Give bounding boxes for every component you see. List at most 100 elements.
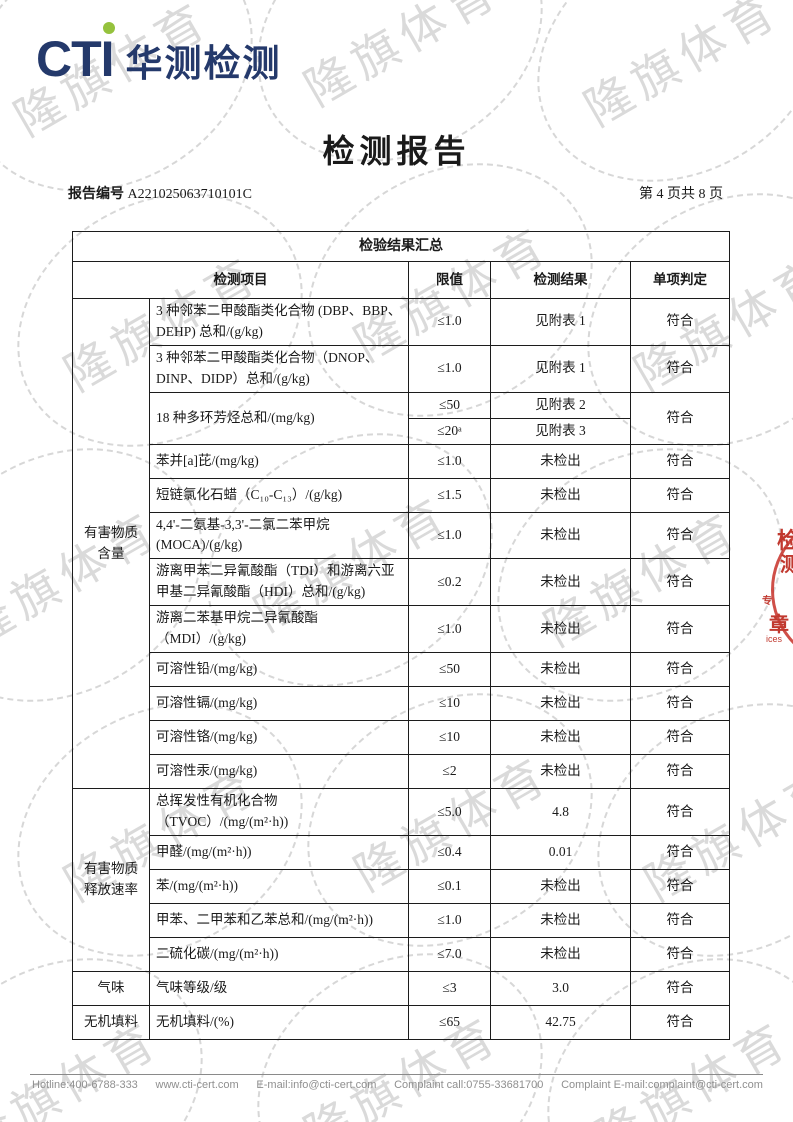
limit-cell: ≤0.4 (408, 834, 491, 870)
category-cell: 气味 (72, 970, 150, 1006)
table-row: ≤20ᵃ 见附表 3 (73, 417, 730, 445)
result-cell: 见附表 1 (490, 344, 631, 393)
footer-complaint-email: Complaint E-mail:complaint@cti-cert.com (561, 1079, 763, 1091)
footer-website: www.cti-cert.com (155, 1079, 239, 1091)
item-cell: 4,4'-二氨基-3,3'-二氯二苯甲烷(MOCA)/(g/kg) (149, 511, 409, 560)
table-row: 短链氯化石蜡（C₁₀-C₁₃）/(g/kg) ≤1.5 未检出 符合 (73, 477, 731, 513)
result-cell: 未检出 (490, 720, 631, 756)
judgment-cell: 符合 (629, 834, 731, 870)
result-cell: 未检出 (490, 754, 631, 790)
result-cell: 见附表 1 (490, 298, 631, 346)
footer-email: E-mail:info@cti-cert.com (256, 1079, 377, 1091)
limit-cell: ≤5.0 (408, 788, 491, 836)
col-header-item: 检测项目 (72, 261, 409, 299)
limit-cell: ≤50 (408, 652, 491, 688)
limit-cell: ≤1.0 (408, 605, 491, 654)
item-cell: 气味等级/级 (149, 970, 409, 1006)
result-cell: 4.8 (490, 788, 631, 836)
result-cell: 未检出 (490, 868, 631, 904)
item-cell: 苯/(mg/(m²·h)) (149, 868, 409, 904)
item-cell: 甲醛/(mg/(m²·h)) (149, 834, 409, 870)
result-cell: 0.01 (490, 834, 631, 870)
item-cell: 3 种邻苯二甲酸酯类化合物（DNOP、DINP、DIDP）总和/(g/kg) (149, 344, 409, 393)
col-header-limit: 限值 (408, 261, 491, 299)
judgment-cell: 符合 (629, 720, 731, 756)
judgment-cell: 符合 (629, 477, 731, 513)
table-row: 游离甲苯二异氰酸酯（TDI）和游离六亚甲基二异氰酸酯（HDI）总和/(g/kg)… (73, 558, 731, 607)
table-row: 3 种邻苯二甲酸酯类化合物（DNOP、DINP、DIDP）总和/(g/kg) ≤… (73, 344, 731, 393)
judgment-cell: 符合 (629, 788, 731, 836)
judgment-cell: 符合 (629, 686, 731, 722)
judgment-cell: 符合 (629, 868, 731, 904)
table-row: 可溶性镉/(mg/kg) ≤10 未检出 符合 (73, 686, 731, 722)
item-cell: 游离甲苯二异氰酸酯（TDI）和游离六亚甲基二异氰酸酯（HDI）总和/(g/kg) (149, 558, 409, 607)
limit-cell: ≤65 (408, 1004, 491, 1040)
judgment-cell: 符合 (629, 605, 731, 654)
page-indicator: 第 4 页共 8 页 (639, 187, 723, 202)
result-cell: 未检出 (490, 605, 631, 654)
limit-cell: ≤0.1 (408, 868, 491, 904)
judgment-cell: 符合 (629, 443, 731, 479)
item-cell: 可溶性铅/(mg/kg) (149, 652, 409, 688)
table-row: 有害物质释放速率 总挥发性有机化合物（TVOC）/(mg/(m²·h)) ≤5.… (72, 788, 731, 972)
cti-logo: CTI 华测检测 (36, 22, 282, 84)
result-cell: 42.75 (490, 1004, 631, 1040)
results-table: 检验结果汇总 检测项目 限值 检测结果 单项判定 有害物质含量 3 种邻苯二甲酸… (71, 231, 731, 1040)
judgment-cell: 符合 (629, 391, 731, 445)
item-cell: 可溶性镉/(mg/kg) (149, 686, 409, 722)
result-cell: 未检出 (490, 902, 631, 938)
table-row: 甲醛/(mg/(m²·h)) ≤0.4 0.01 符合 (73, 834, 731, 870)
item-cell: 总挥发性有机化合物（TVOC）/(mg/(m²·h)) (149, 788, 409, 836)
limit-cell: ≤1.0 (408, 298, 491, 346)
result-cell: 未检出 (490, 936, 631, 972)
item-cell: 18 种多环芳烃总和/(mg/kg) (149, 391, 409, 445)
item-cell: 3 种邻苯二甲酸酯类化合物 (DBP、BBP、DEHP) 总和/(g/kg) (149, 298, 409, 346)
judgment-cell: 符合 (629, 652, 731, 688)
table-row: 可溶性铬/(mg/kg) ≤10 未检出 符合 (73, 720, 731, 756)
result-cell: 未检出 (490, 443, 631, 479)
limit-cell: ≤7.0 (408, 936, 491, 972)
report-number-value: A221025063710101C (127, 187, 252, 202)
judgment-cell: 符合 (629, 558, 731, 607)
footer: Hotline:400-6788-333 www.cti-cert.com E-… (32, 1079, 763, 1091)
footer-divider (30, 1074, 763, 1075)
item-cell: 短链氯化石蜡（C₁₀-C₁₃）/(g/kg) (149, 477, 409, 513)
cti-logo-chinese: 华测检测 (125, 43, 282, 84)
table-row: 气味 气味等级/级 ≤3 3.0 符合 (72, 970, 731, 1006)
category-cell: 无机填料 (72, 1004, 150, 1040)
limit-cell: ≤50 (408, 391, 491, 419)
limit-cell: ≤2 (408, 754, 491, 790)
item-cell: 甲苯、二甲苯和乙苯总和/(mg/(m²·h)) (149, 902, 409, 938)
col-header-judgment: 单项判定 (629, 261, 731, 299)
judgment-cell: 符合 (629, 1004, 731, 1040)
table-row: 无机填料 无机填料/(%) ≤65 42.75 符合 (72, 1004, 731, 1040)
category-cell: 有害物质含量 (72, 297, 150, 790)
result-cell: 3.0 (490, 970, 631, 1006)
footer-complaint-call: Complaint call:0755-33681700 (394, 1079, 544, 1091)
judgment-cell: 符合 (629, 511, 731, 560)
result-cell: 见附表 3 (490, 417, 631, 445)
limit-cell: ≤10 (408, 720, 491, 756)
item-cell: 可溶性汞/(mg/kg) (149, 754, 409, 790)
item-cell: 苯并[a]芘/(mg/kg) (149, 443, 409, 479)
table-row: 二硫化碳/(mg/(m²·h)) ≤7.0 未检出 符合 (73, 936, 731, 972)
result-cell: 未检出 (490, 652, 631, 688)
item-cell: 游离二苯基甲烷二异氰酸酯（MDI）/(g/kg) (149, 605, 409, 654)
table-row: 游离二苯基甲烷二异氰酸酯（MDI）/(g/kg) ≤1.0 未检出 符合 (73, 605, 731, 654)
table-header-row: 检测项目 限值 检测结果 单项判定 (72, 261, 731, 299)
logo-green-dot-icon (102, 22, 115, 34)
table-row: 可溶性汞/(mg/kg) ≤2 未检出 符合 (73, 754, 731, 790)
table-row: 4,4'-二氨基-3,3'-二氯二苯甲烷(MOCA)/(g/kg) ≤1.0 未… (73, 511, 731, 560)
judgment-cell: 符合 (629, 970, 731, 1006)
result-cell: 未检出 (490, 686, 631, 722)
limit-cell: ≤1.0 (408, 902, 491, 938)
limit-cell: ≤0.2 (408, 558, 491, 607)
table-row: 苯/(mg/(m²·h)) ≤0.1 未检出 符合 (73, 868, 731, 904)
footer-hotline: Hotline:400-6788-333 (32, 1079, 138, 1091)
table-row: 可溶性铅/(mg/kg) ≤50 未检出 符合 (73, 652, 731, 688)
result-cell: 见附表 2 (490, 391, 631, 419)
item-cell: 无机填料/(%) (149, 1004, 409, 1040)
col-header-result: 检测结果 (490, 261, 631, 299)
